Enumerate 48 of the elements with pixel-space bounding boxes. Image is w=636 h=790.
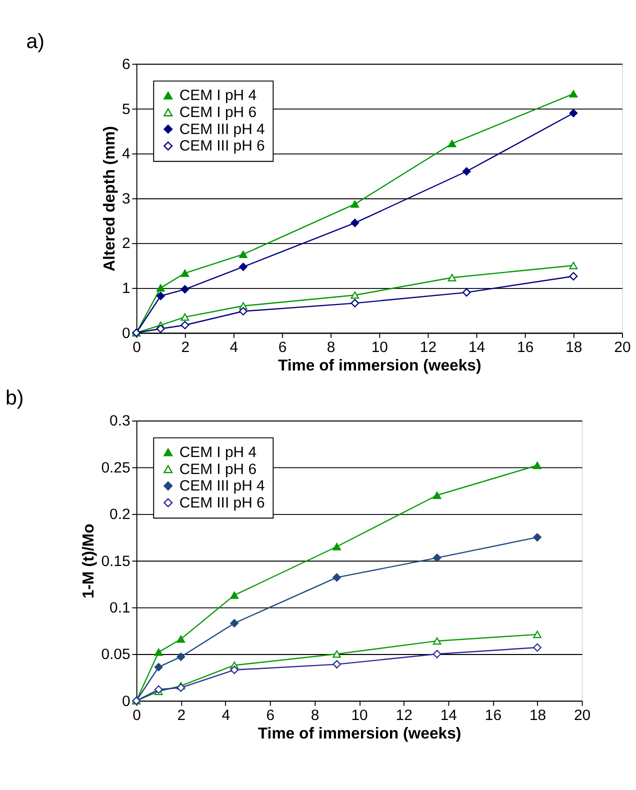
- y-tick-label: 0.15: [101, 552, 130, 570]
- x-tick-label: 4: [230, 338, 238, 356]
- y-axis-title: Altered depth (mm): [102, 126, 118, 272]
- y-tick-label: 1: [122, 280, 130, 298]
- x-tick-label: 8: [310, 706, 320, 724]
- x-tick-label: 16: [517, 338, 534, 356]
- x-axis-title: Time of immersion (weeks): [258, 726, 462, 743]
- y-tick-label: 3: [122, 190, 130, 208]
- x-tick-label: 12: [420, 338, 437, 356]
- x-tick-label: 18: [566, 338, 582, 356]
- y-tick-label: 0.3: [110, 412, 130, 430]
- y-tick-label: 0.1: [110, 599, 130, 616]
- y-tick-label: 5: [122, 100, 130, 118]
- x-tick-label: 20: [574, 706, 591, 724]
- x-tick-label: 20: [614, 338, 631, 356]
- chart-title: a): [26, 30, 45, 53]
- chart-title: b): [5, 386, 24, 410]
- legend-label: CEM I pH 4: [179, 444, 257, 461]
- x-tick-label: 14: [468, 338, 486, 356]
- y-tick-label: 0.05: [101, 646, 130, 664]
- legend-label: CEM I pH 6: [179, 460, 257, 478]
- x-tick-label: 12: [396, 706, 412, 724]
- legend-label: CEM I pH 6: [179, 104, 257, 122]
- x-tick-label: 6: [278, 338, 287, 356]
- x-tick-label: 4: [222, 706, 230, 724]
- legend-label: CEM III pH 6: [179, 494, 265, 512]
- x-tick-label: 14: [440, 706, 457, 724]
- y-tick-label: 4: [122, 146, 130, 163]
- x-tick-label: 2: [177, 706, 186, 724]
- x-tick-label: 16: [484, 706, 502, 724]
- y-tick-label: 2: [122, 235, 130, 252]
- y-tick-label: 0.2: [110, 506, 130, 524]
- x-axis-title: Time of immersion (weeks): [278, 358, 482, 375]
- legend-label: CEM III pH 4: [179, 120, 265, 138]
- y-axis-title: 1-M (t)/Mo: [80, 523, 98, 599]
- x-tick-label: 2: [181, 338, 190, 356]
- x-tick-label: 18: [529, 706, 546, 724]
- x-tick-label: 8: [326, 338, 336, 356]
- legend-label: CEM III pH 4: [179, 478, 265, 495]
- x-tick-label: 10: [371, 338, 388, 356]
- y-tick-label: 0.25: [101, 459, 130, 476]
- y-tick-label: 0: [122, 324, 130, 342]
- x-tick-label: 10: [351, 706, 368, 724]
- y-tick-label: 6: [122, 56, 130, 73]
- y-tick-label: 0: [122, 692, 130, 710]
- legend-label: CEM III pH 6: [179, 138, 265, 155]
- x-tick-label: 6: [266, 706, 275, 724]
- legend-label: CEM I pH 4: [179, 87, 257, 104]
